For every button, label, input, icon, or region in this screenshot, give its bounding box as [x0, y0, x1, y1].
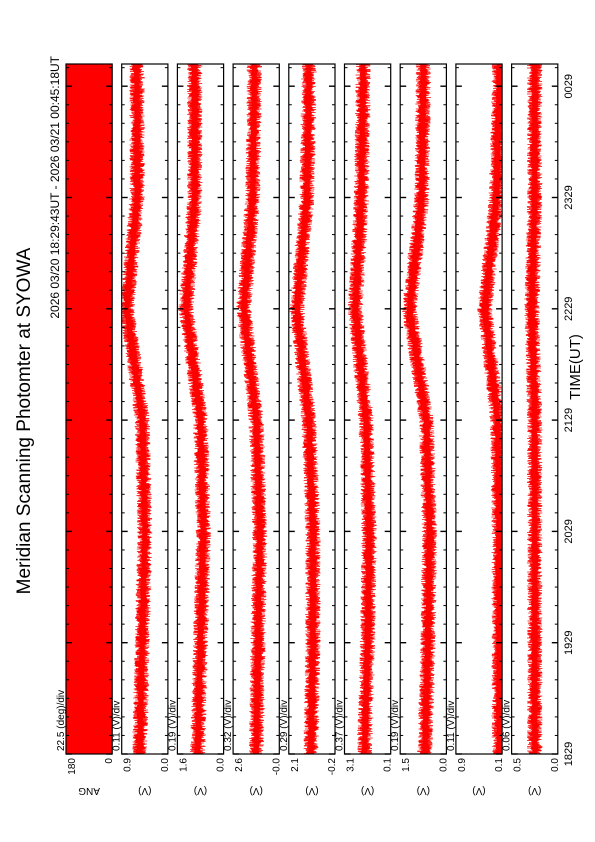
x-tick-label: 2129: [563, 408, 575, 432]
y-tick-label-top: 0.5: [513, 758, 524, 772]
scale-label: 0.32 (V)/div: [223, 700, 234, 751]
y-tick-label-bottom: -0.0: [271, 758, 282, 776]
ang-trace-fill: [66, 64, 113, 754]
scale-label: 22.5 (deg)/div: [56, 690, 67, 751]
panel-frame: [399, 63, 448, 755]
panels: 180 0 ANG 22.5 (deg)/div 0.9 0.0 (V) 0.11 (V)/d…: [56, 63, 561, 796]
x-axis-label: TIME(UT): [567, 334, 584, 400]
scale-label: 0.11 (V)/div: [112, 701, 123, 751]
panel-ch2: 1.6 0.0 (V) 0.19 (V)/div: [167, 63, 227, 796]
trace-ch3: [236, 64, 268, 754]
panel-ch1: 0.9 0.0 (V) 0.11 (V)/div: [112, 63, 171, 796]
y-axis-label: (V): [250, 785, 263, 796]
x-tick-label: 2029: [563, 519, 575, 543]
trace-ch6: [402, 64, 437, 754]
x-tick-label: 2229: [563, 297, 575, 321]
scale-label: 0.19 (V)/div: [390, 700, 401, 751]
x-tick-label: 1829: [563, 742, 575, 766]
scale-label: 0.06 (V)/div: [502, 700, 513, 751]
panel-frame: [232, 63, 280, 755]
panel-ch7: 0.9 0.1 (V) 0.11 (V)/div: [446, 63, 505, 796]
y-tick-label-top: 3.1: [346, 758, 357, 772]
x-tick-label: 1929: [563, 630, 575, 654]
y-tick-label-top: 0.9: [123, 758, 134, 772]
trace-ch5: [348, 64, 377, 754]
y-axis-label: ANG: [78, 785, 100, 796]
x-tick-label: 2329: [563, 185, 575, 209]
time-range-label: 2026 03/20 18:29:43UT - 2026 03/21 00:45…: [48, 55, 62, 318]
y-axis-label: (V): [472, 785, 485, 796]
panel-ch6: 1.5 0.0 (V) 0.19 (V)/div: [390, 63, 449, 796]
y-tick-label-bottom: -0.2: [327, 758, 338, 776]
trace-ch2: [178, 64, 211, 754]
panel-frame: [288, 63, 336, 755]
y-axis-label: (V): [305, 785, 318, 796]
y-tick-label-bottom: 0.0: [550, 758, 561, 772]
y-tick-label-bottom: 0.0: [216, 758, 227, 772]
panel-frame: [65, 63, 113, 755]
y-tick-label-bottom: 0.1: [494, 758, 505, 772]
y-tick-label-bottom: 0.0: [160, 758, 171, 772]
panel-frame: [121, 63, 169, 755]
y-axis-label: (V): [417, 785, 430, 796]
chart-title: Meridian Scanning Photomter at SYOWA: [14, 247, 35, 594]
y-tick-label-bottom: 0.0: [438, 758, 449, 772]
y-tick-label-top: 180: [67, 758, 78, 775]
y-tick-label-bottom: 0: [104, 758, 115, 764]
chart-rotated-group: Meridian Scanning Photomter at SYOWA 202…: [14, 55, 584, 796]
panel-ch8: 0.5 0.0 (V) 0.06 (V)/div: [502, 63, 561, 796]
x-tick-label: 0029: [563, 74, 575, 98]
scale-label: 0.29 (V)/div: [279, 700, 290, 751]
y-tick-label-top: 1.5: [401, 758, 412, 772]
y-axis-label: (V): [194, 785, 207, 796]
panel-frame: [343, 63, 392, 755]
trace-ch4: [289, 64, 321, 754]
y-tick-label-top: 1.6: [178, 758, 189, 772]
panel-frame: [511, 63, 559, 755]
y-axis-label: (V): [138, 785, 151, 796]
y-tick-label-top: 2.6: [234, 758, 245, 772]
y-axis-label: (V): [528, 785, 541, 796]
scale-label: 0.11 (V)/div: [446, 701, 457, 751]
scale-label: 0.19 (V)/div: [167, 700, 178, 751]
panel-frame: [176, 63, 225, 755]
panel-ANG: 180 0 ANG 22.5 (deg)/div: [56, 63, 115, 796]
trace-ch1: [121, 64, 153, 754]
panel-frame: [455, 63, 503, 755]
y-tick-label-top: 0.9: [457, 758, 468, 772]
panel-ch3: 2.6 -0.0 (V) 0.32 (V)/div: [223, 63, 282, 796]
y-tick-label-top: 2.1: [290, 758, 301, 772]
panel-ch4: 2.1 -0.2 (V) 0.29 (V)/div: [279, 63, 338, 796]
panel-ch5: 3.1 0.1 (V) 0.37 (V)/div: [335, 63, 394, 796]
trace-ch8: [524, 64, 543, 754]
scale-label: 0.37 (V)/div: [335, 700, 346, 751]
x-tick-labels: 1829 1929 2029 2129 2229 2329 0029: [563, 74, 575, 766]
y-axis-label: (V): [361, 785, 374, 796]
y-tick-label-bottom: 0.1: [383, 758, 394, 772]
